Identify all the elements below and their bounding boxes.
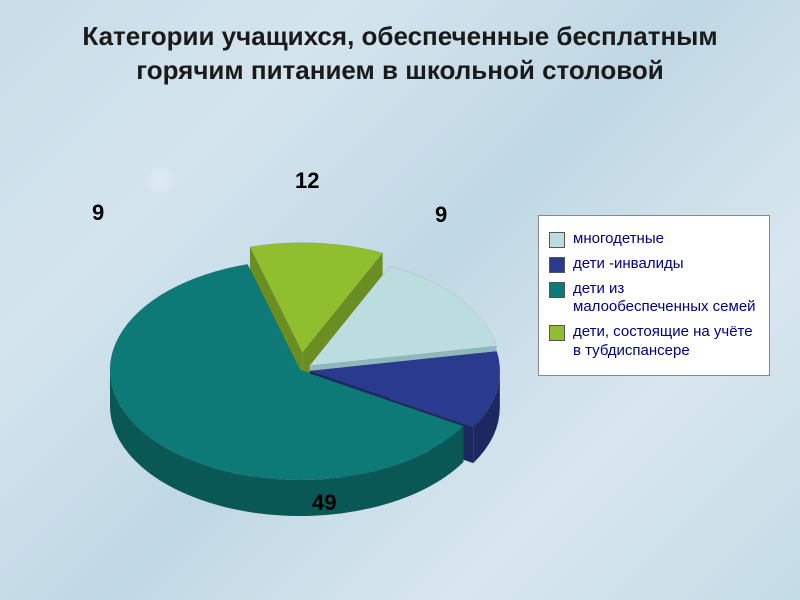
data-label-3: 9 (92, 200, 104, 226)
legend-label: дети, состоящие на учёте в тубдиспансере (573, 323, 759, 361)
legend: многодетные дети -инвалиды дети из малоо… (538, 215, 770, 376)
slide-background: Категории учащихся, обеспеченные бесплат… (0, 0, 800, 600)
legend-label: многодетные (573, 230, 664, 249)
chart-title: Категории учащихся, обеспеченные бесплат… (0, 0, 800, 88)
legend-swatch (549, 325, 565, 341)
legend-item: многодетные (549, 230, 759, 249)
pie-chart: 12 9 49 9 (40, 160, 520, 520)
data-label-2: 49 (312, 490, 336, 516)
legend-swatch (549, 282, 565, 298)
legend-label: дети -инвалиды (573, 255, 683, 274)
legend-label: дети из малообеспеченных семей (573, 280, 759, 318)
data-label-0: 12 (295, 168, 319, 194)
legend-item: дети -инвалиды (549, 255, 759, 274)
legend-swatch (549, 257, 565, 273)
legend-item: дети из малообеспеченных семей (549, 280, 759, 318)
legend-item: дети, состоящие на учёте в тубдиспансере (549, 323, 759, 361)
data-label-1: 9 (435, 202, 447, 228)
legend-swatch (549, 232, 565, 248)
